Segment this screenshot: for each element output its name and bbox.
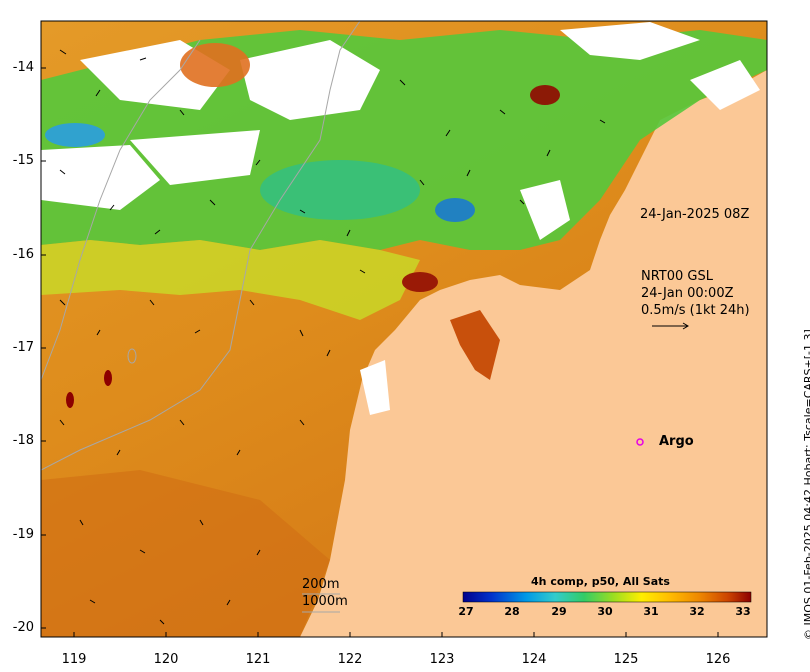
cold-spot-west [45, 123, 105, 147]
x-tick-label: 126 [705, 652, 731, 667]
land-mass [300, 21, 767, 637]
warm-spot [180, 43, 250, 87]
plot-frame [40, 20, 768, 638]
warm-spot [402, 272, 438, 292]
colorbar-tick: 28 [504, 605, 520, 618]
credit-text: © IMOS 01-Feb-2025 04:42 Hobart; Tscale=… [802, 329, 810, 640]
cloud-gap [360, 360, 390, 415]
warm-water [41, 470, 330, 637]
colorbar-tick: 31 [643, 605, 659, 618]
y-tick-label: -19 [12, 527, 34, 542]
current-scale-label: 0.5m/s (1kt 24h) [641, 303, 750, 318]
depth-200-label: 200m [302, 577, 340, 592]
isobath-1000m [41, 39, 201, 381]
current-vectors [59, 49, 606, 625]
cloud-gap [41, 145, 160, 210]
colorbar-title: 4h comp, p50, All Sats [531, 575, 670, 588]
current-scale-arrow [652, 322, 689, 330]
argo-label: Argo [659, 434, 694, 449]
axis-ticks [41, 67, 719, 637]
y-tick-label: -16 [12, 247, 34, 262]
current-title: NRT00 GSL [641, 269, 713, 284]
warm-spot [530, 85, 560, 105]
cold-spot [435, 198, 475, 222]
cloud-gap [130, 130, 260, 185]
colorbar-tick: 30 [597, 605, 613, 618]
x-tick-label: 119 [61, 652, 87, 667]
image-date-label: 24-Jan-2025 08Z [640, 207, 750, 222]
cloud-gap [690, 60, 760, 110]
colorbar-tick: 32 [689, 605, 705, 618]
x-tick-label: 124 [521, 652, 547, 667]
argo-marker [636, 438, 644, 446]
x-tick-label: 121 [245, 652, 271, 667]
cloud-gap [240, 40, 380, 120]
x-tick-label: 122 [337, 652, 363, 667]
warm-spot [104, 370, 112, 386]
depth-1000-label: 1000m [302, 594, 348, 609]
y-tick-label: -15 [12, 153, 34, 168]
warm-spot [66, 392, 74, 408]
y-tick-label: -17 [12, 340, 34, 355]
colorbar-tick: 33 [735, 605, 751, 618]
current-date: 24-Jan 00:00Z [641, 286, 734, 301]
y-tick-label: -14 [12, 60, 34, 75]
colorbar [462, 591, 752, 603]
y-tick-label: -18 [12, 433, 34, 448]
x-tick-label: 120 [153, 652, 179, 667]
colorbar-tick: 27 [458, 605, 474, 618]
isobath-200m [41, 21, 361, 471]
x-tick-label: 125 [613, 652, 639, 667]
depth-legend-lines [302, 593, 340, 613]
cool-band-yellow [41, 240, 420, 320]
cool-patch [260, 160, 420, 220]
warm-bay [450, 310, 500, 380]
cloud-gap [520, 180, 570, 240]
x-tick-label: 123 [429, 652, 455, 667]
colorbar-tick: 29 [551, 605, 567, 618]
y-tick-label: -20 [12, 620, 34, 635]
cloud-gap [560, 22, 700, 60]
isobath-ring [127, 348, 137, 364]
